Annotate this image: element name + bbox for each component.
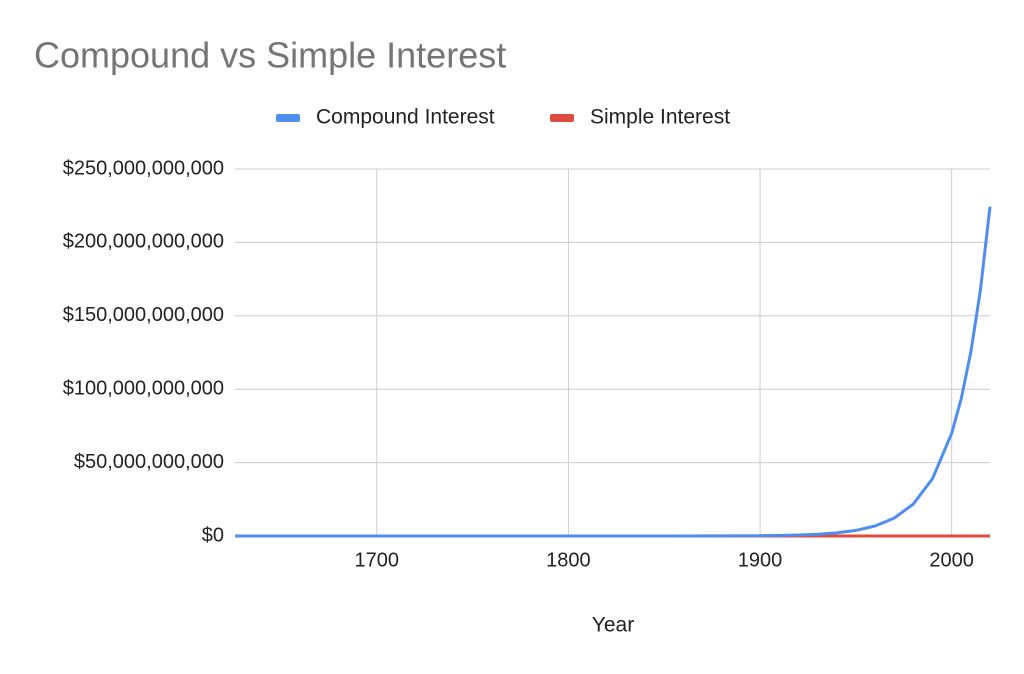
- legend-swatch: [550, 114, 574, 122]
- y-tick-label: $250,000,000,000: [63, 157, 224, 179]
- y-tick-label: $200,000,000,000: [63, 231, 224, 253]
- y-tick-label: $150,000,000,000: [63, 304, 224, 326]
- y-tick-label: $50,000,000,000: [74, 451, 224, 473]
- x-tick-label: 1900: [738, 549, 783, 571]
- x-tick-label: 1800: [546, 549, 591, 571]
- x-axis-title: Year: [592, 614, 634, 637]
- x-tick-label: 2000: [929, 549, 974, 571]
- y-tick-label: $0: [202, 524, 224, 546]
- chart-title: Compound vs Simple Interest: [34, 35, 506, 76]
- y-tick-label: $100,000,000,000: [63, 377, 224, 399]
- data-line: [235, 206, 992, 538]
- x-tick-label: 1700: [355, 549, 400, 571]
- legend-label: Simple Interest: [590, 106, 730, 129]
- legend-label: Compound Interest: [316, 106, 495, 129]
- legend-swatch: [276, 114, 300, 122]
